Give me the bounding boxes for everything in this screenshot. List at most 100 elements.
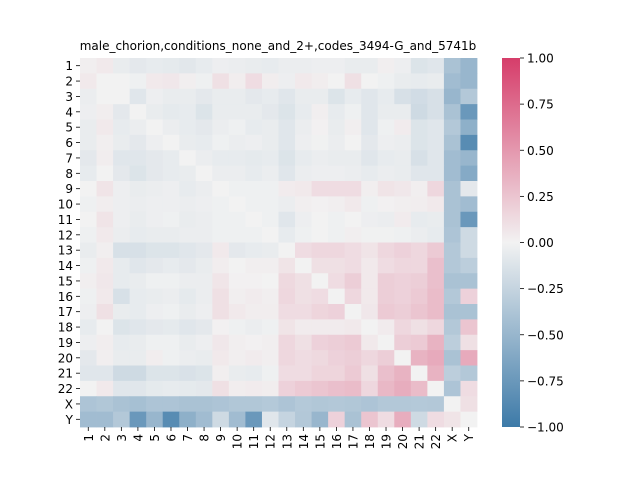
heatmap-cell	[261, 288, 279, 305]
heatmap-cell	[146, 181, 164, 197]
heatmap-cell	[113, 396, 131, 413]
heatmap-cell	[162, 196, 180, 213]
heatmap-cell	[344, 181, 362, 197]
heatmap-cell	[344, 211, 362, 228]
heatmap-cell	[427, 165, 445, 182]
heatmap-cell	[179, 211, 197, 228]
heatmap-cell	[295, 58, 312, 74]
heatmap-cell	[377, 73, 395, 90]
heatmap-cell	[228, 273, 246, 290]
heatmap-cell	[162, 380, 180, 397]
heatmap-cell	[361, 181, 379, 197]
heatmap-cell	[162, 227, 180, 243]
heatmap-cell	[162, 304, 180, 320]
heatmap-cell	[443, 304, 461, 320]
heatmap-cell	[361, 196, 379, 213]
heatmap-cell	[443, 211, 461, 228]
heatmap-cell	[361, 88, 379, 105]
heatmap-cell	[195, 150, 213, 167]
heatmap-cell	[146, 119, 164, 136]
heatmap-cell	[443, 134, 461, 151]
colorbar-tick-label: 0.25	[527, 190, 554, 204]
heatmap-cell	[427, 119, 445, 136]
x-tick-label: 19	[380, 434, 394, 449]
heatmap-cell	[295, 396, 312, 413]
heatmap-cell	[96, 242, 114, 259]
heatmap-cell	[344, 365, 362, 382]
x-tick-label: 9	[214, 434, 228, 442]
heatmap-cell	[427, 380, 445, 397]
heatmap-cell	[394, 196, 412, 213]
heatmap-cell	[377, 58, 395, 74]
heatmap-cell	[328, 58, 346, 74]
heatmap-cell	[80, 73, 97, 90]
heatmap-cell	[179, 119, 197, 136]
heatmap-cell	[427, 365, 445, 382]
heatmap-cell	[261, 73, 279, 90]
heatmap-cell	[311, 273, 329, 290]
y-tick-label: 9	[65, 182, 73, 196]
heatmap-cell	[460, 104, 478, 120]
heatmap-cell	[344, 380, 362, 397]
heatmap-cell	[460, 257, 478, 274]
heatmap-cell	[261, 242, 279, 259]
heatmap-cell	[344, 350, 362, 366]
heatmap-cell	[460, 58, 478, 74]
heatmap-cell	[195, 181, 213, 197]
heatmap-cell	[146, 273, 164, 290]
heatmap-cell	[427, 73, 445, 90]
heatmap-cell	[113, 119, 131, 136]
x-tick-label: 17	[346, 434, 360, 449]
heatmap-cell	[195, 196, 213, 213]
heatmap-cell	[377, 165, 395, 182]
heatmap-cell	[278, 411, 296, 428]
heatmap-cell	[146, 73, 164, 90]
heatmap-cell	[361, 288, 379, 305]
heatmap-cell	[295, 273, 312, 290]
heatmap-cell	[80, 411, 97, 428]
y-tick-label: 17	[58, 305, 73, 319]
heatmap-cell	[311, 88, 329, 105]
heatmap-cell	[278, 104, 296, 120]
heatmap-cell	[443, 396, 461, 413]
heatmap-cell	[129, 319, 147, 336]
heatmap-cell	[195, 288, 213, 305]
heatmap-cell	[394, 411, 412, 428]
heatmap-cell	[195, 242, 213, 259]
heatmap-cell	[344, 288, 362, 305]
heatmap-cell	[146, 196, 164, 213]
heatmap-cell	[278, 319, 296, 336]
heatmap-cell	[410, 273, 428, 290]
heatmap-cell	[212, 334, 230, 351]
heatmap-cell	[96, 257, 114, 274]
heatmap-cell	[179, 73, 197, 90]
heatmap-cell	[460, 196, 478, 213]
heatmap-cell	[278, 304, 296, 320]
heatmap-cell	[295, 304, 312, 320]
heatmap-cell	[228, 380, 246, 397]
heatmap-cell	[212, 365, 230, 382]
heatmap-cell	[427, 350, 445, 366]
heatmap-cell	[179, 288, 197, 305]
heatmap-cell	[212, 104, 230, 120]
heatmap-cell	[278, 134, 296, 151]
x-tick-label: 1	[82, 434, 96, 442]
heatmap-cell	[228, 304, 246, 320]
heatmap-cell	[80, 242, 97, 259]
heatmap-cell	[212, 165, 230, 182]
heatmap-cell	[261, 134, 279, 151]
y-tick-label: 15	[58, 274, 73, 288]
heatmap-cell	[245, 411, 263, 428]
heatmap-cell	[113, 227, 131, 243]
heatmap-cell	[311, 73, 329, 90]
heatmap-cell	[394, 273, 412, 290]
heatmap-cell	[179, 304, 197, 320]
heatmap-cell	[113, 257, 131, 274]
heatmap-cell	[278, 73, 296, 90]
heatmap-cell	[146, 88, 164, 105]
heatmap-cell	[146, 134, 164, 151]
y-tick-label: 10	[58, 198, 73, 212]
heatmap-cell	[328, 411, 346, 428]
x-tick-label: 10	[231, 434, 245, 449]
